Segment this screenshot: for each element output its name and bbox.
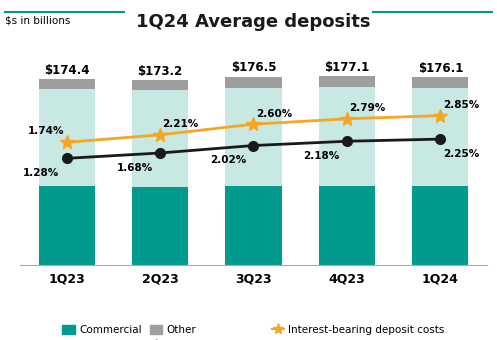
Text: 2.85%: 2.85% (443, 100, 479, 110)
Text: 2.02%: 2.02% (210, 155, 247, 165)
Bar (132, 187, 188, 265)
Bar (319, 76, 375, 87)
Text: $173.2: $173.2 (137, 65, 183, 78)
Legend: Commercial, Consumer, Other, Total deposit costs, Interest-bearing deposit costs: Commercial, Consumer, Other, Total depos… (58, 321, 449, 340)
Text: 2.60%: 2.60% (256, 109, 292, 119)
Bar (413, 88, 468, 186)
Bar (39, 89, 94, 186)
Bar (132, 90, 188, 187)
Text: 2.18%: 2.18% (304, 151, 340, 161)
Bar (39, 79, 94, 89)
Text: $176.5: $176.5 (231, 62, 276, 74)
Text: $177.1: $177.1 (324, 61, 370, 74)
Text: 2.25%: 2.25% (443, 149, 479, 159)
Title: 1Q24 Average deposits: 1Q24 Average deposits (136, 13, 371, 31)
Bar (132, 80, 188, 90)
Bar (226, 88, 281, 186)
Bar (413, 77, 468, 88)
Bar (226, 186, 281, 265)
Text: $176.1: $176.1 (417, 62, 463, 75)
Text: 2.79%: 2.79% (349, 103, 386, 114)
Bar (39, 186, 94, 265)
Text: $174.4: $174.4 (44, 64, 89, 77)
Text: $s in billions: $s in billions (5, 15, 71, 25)
Text: 2.21%: 2.21% (163, 119, 199, 130)
Text: 1.68%: 1.68% (117, 163, 153, 173)
Text: 1.74%: 1.74% (28, 126, 64, 136)
Text: 1.28%: 1.28% (23, 168, 60, 178)
Bar (226, 76, 281, 88)
Bar (413, 186, 468, 265)
Bar (319, 87, 375, 186)
Bar (319, 186, 375, 265)
